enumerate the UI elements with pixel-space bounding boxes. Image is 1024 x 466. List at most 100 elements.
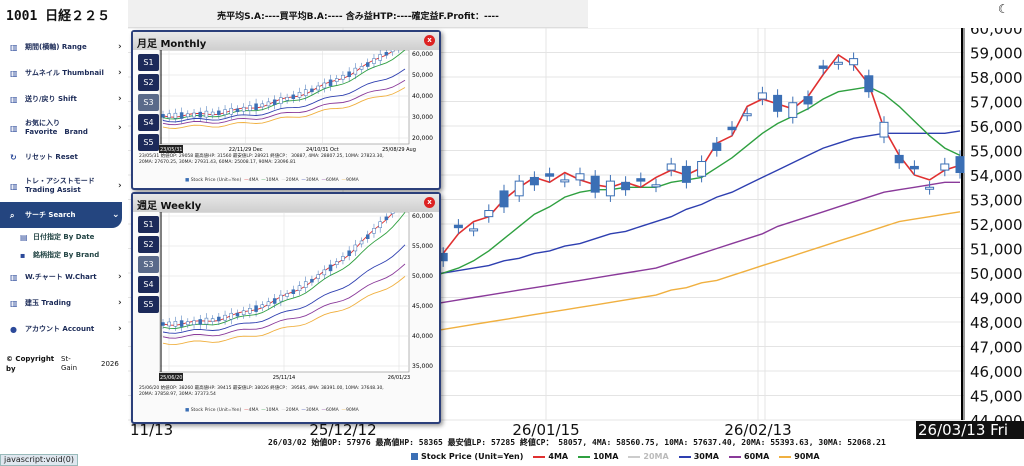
ma-line [427,53,961,272]
monthly-s3-button[interactable]: S3 [138,94,159,111]
status-bar: javascript:void(0) [0,454,79,466]
legend-item[interactable]: 20MA [628,452,669,461]
profit-text: 売平均S.A:----買平均B.A:---- 含み益HTP:----確定益F.P… [217,12,499,22]
monthly-s2-button[interactable]: S2 [138,74,159,91]
legend-swatch [578,455,591,458]
chart-icon: ▥ [10,181,18,191]
menu-range[interactable]: ▥ 期間(横軸) Range › [0,34,128,60]
legend-label: 90MA [346,178,359,183]
x-tick-label: 25/11/14 [273,375,295,381]
menu-favorite[interactable]: ▥ お気に入り Favorite Brand › [0,112,128,144]
app-logo[interactable]: 1001 日経２２５ [6,9,111,24]
legend-item[interactable]: Stock Price (Unit=Yen) [411,452,523,461]
submenu-by-brand[interactable]: ▪ 銘柄指定 By Brand [0,246,128,264]
weekly-chart[interactable]: 60,000 55,000 50,000 45,000 40,000 35,000 25/0… [159,212,441,384]
menu-trading[interactable]: ▥ 建玉 Trading › [0,290,128,316]
menu-trading-assist[interactable]: ▥ トレ・アシストモード Trading Assist › [0,170,128,202]
legend-label: 10MA [593,452,619,461]
menu-label: トレ・アシストモード Trading Assist [25,177,95,194]
ma-line [162,212,395,326]
menu-account[interactable]: ● アカウント Account › [0,316,128,342]
legend-swatch [628,455,641,458]
legend-label: 60MA [744,452,770,461]
candle-body [316,85,320,91]
candle-body [590,175,600,193]
submenu-by-date[interactable]: ▤ 日付指定 By Date [0,228,128,246]
candle-body [788,102,798,118]
moon-icon[interactable]: ☾ [998,2,1009,16]
menu-label: 建玉 Trading [25,298,72,307]
legend-swatch [729,455,741,458]
chart-icon: ▥ [10,298,18,308]
y-tick-label: 45,000 [412,303,433,310]
legend-label: Stock Price (Unit=Yen) [421,452,524,461]
candle-body [297,285,302,291]
y-tick-label: 54,000 [970,167,1023,185]
brand-name: St- Gain [61,355,78,372]
ma-line [162,212,406,329]
ma-line [162,263,406,339]
weekly-legend: ■ Stock Price (Unit=Yen) —4MA —10MA —20M… [185,408,359,413]
candle-body [940,163,950,171]
candle-body [545,173,555,177]
ma-line [162,50,395,118]
plot-area [159,50,410,145]
chart-icon: ▥ [10,94,18,104]
weekly-s4-button[interactable]: S4 [138,276,159,293]
y-tick-label: 51,000 [970,241,1023,259]
refresh-icon: ↻ [10,152,17,162]
candle-body [186,321,190,325]
candle-body [347,250,351,257]
candle-body [272,99,277,106]
legend-item[interactable]: 4MA [533,452,568,461]
menu-reset[interactable]: ↻ リセット Reset [0,144,128,170]
menu-wchart[interactable]: ▥ W.チャート W.Chart › [0,264,128,290]
legend-label: 60MA [325,178,339,183]
y-tick-label: 50,000 [970,265,1023,283]
candle-body [353,244,358,252]
monthly-s1-button[interactable]: S1 [138,54,159,71]
candle-body [254,305,258,312]
weekly-s5-button[interactable]: S5 [138,296,159,313]
copyright-text: © Copyright by [6,355,55,373]
legend-item[interactable]: 90MA [779,452,820,461]
candle-body [291,289,296,294]
profit-bar: 売平均S.A:----買平均B.A:---- 含み益HTP:----確定益F.P… [128,0,588,28]
weekly-s1-button[interactable]: S1 [138,216,159,233]
y-tick-label: 47,000 [970,339,1023,357]
y-tick-label: 40,000 [412,93,433,100]
candle-body [210,111,215,116]
candle-body [285,97,289,101]
menu-search[interactable]: ⌕ サーチ Search ⌄ [0,202,122,228]
monthly-panel[interactable]: 月足 Monthly x S1 S2 S3 S4 S5 60,000 50,000 4… [131,30,441,190]
menu-shift[interactable]: ▥ 送り/戻り Shift › [0,86,128,112]
candle-body [681,165,691,183]
close-icon[interactable]: x [424,197,435,208]
legend-item[interactable]: 10MA [578,452,618,461]
candle-body [260,103,265,108]
candle-body [909,165,919,170]
weekly-s3-button[interactable]: S3 [138,256,159,273]
candle-body [366,234,370,240]
close-icon[interactable]: x [424,35,435,46]
legend-item[interactable]: 30MA [678,452,719,461]
y-tick-label: 60,000 [970,28,1023,38]
candle-body [322,269,327,276]
menu-thumbnail[interactable]: ▥ サムネイル Thumbnail › [0,60,128,86]
legend-item[interactable]: 60MA [729,452,769,461]
menu-label: 期間(横軸) Range [25,42,87,51]
candle-body [651,184,661,188]
monthly-s5-button[interactable]: S5 [138,134,159,151]
candle-body [285,293,289,297]
user-icon: ● [10,324,17,334]
legend-label: 4MA [248,408,259,413]
weekly-panel[interactable]: 週足 Weekly x S1 S2 S3 S4 S5 60,000 55,000 50… [131,192,441,424]
y-tick-label: 57,000 [970,94,1023,112]
weekly-s2-button[interactable]: S2 [138,236,159,253]
candle-body [353,67,358,75]
calendar-icon: ▤ [20,232,28,242]
monthly-s4-button[interactable]: S4 [138,114,159,131]
candle-body [636,178,646,182]
chevron-right-icon: › [118,68,122,78]
